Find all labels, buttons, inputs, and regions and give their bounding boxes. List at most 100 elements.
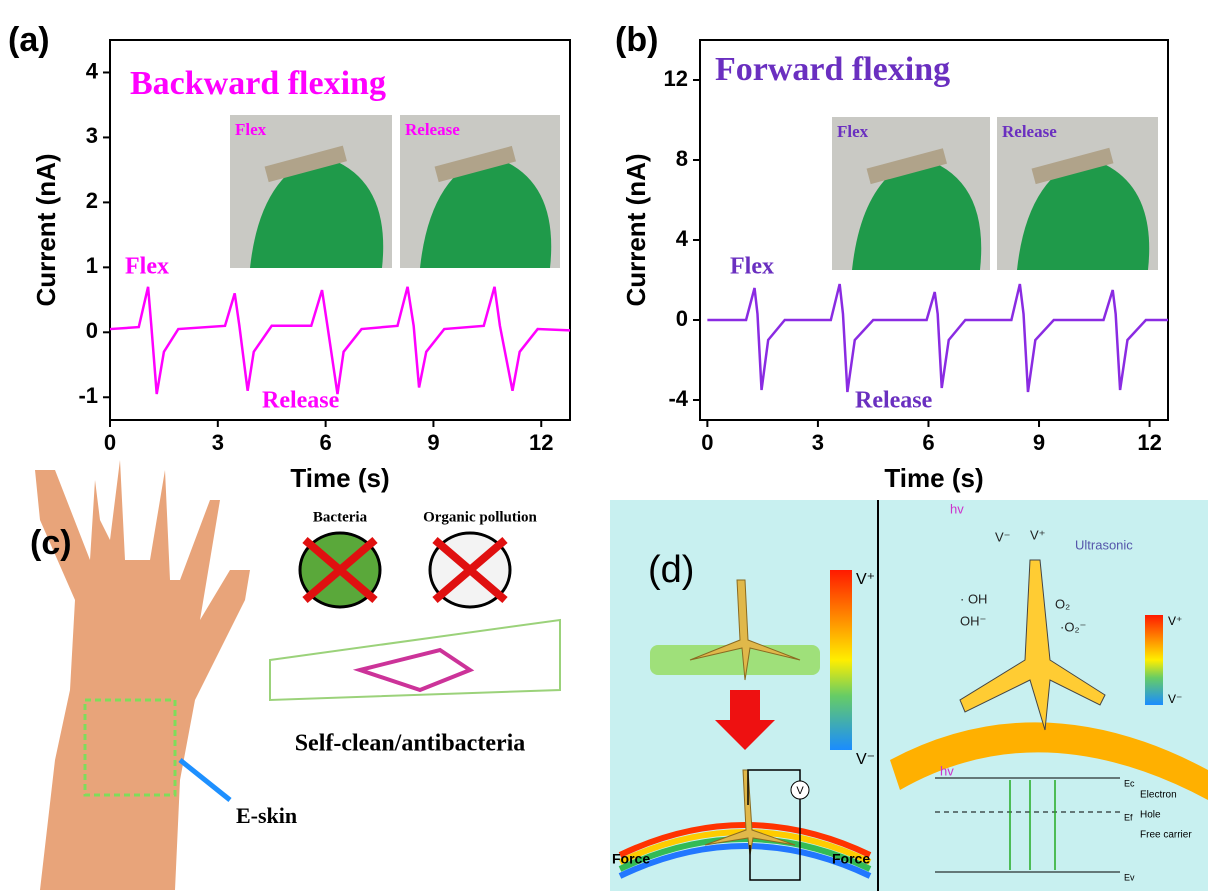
annotation: Release [262, 388, 340, 414]
glove [420, 155, 552, 268]
label: Bacteria [313, 509, 368, 525]
chart-title: Forward flexing [715, 51, 950, 88]
y-tick-label: 8 [676, 146, 688, 171]
device-strip [264, 145, 347, 183]
y-tick-label: 0 [86, 318, 98, 343]
panel-label: (a) [8, 21, 50, 59]
y-tick-label: -4 [668, 386, 688, 411]
x-tick-label: 3 [812, 430, 824, 455]
y-tick-label: 0 [676, 306, 688, 331]
colorbar-label: V⁺ [1168, 614, 1182, 628]
arrow [178, 758, 232, 802]
data-line [109, 286, 571, 395]
panel-label: (d) [648, 549, 694, 591]
device-strip [434, 145, 516, 183]
label: hv [940, 763, 954, 778]
x-axis-title: Time (s) [884, 463, 983, 493]
legend-label: Hole [1140, 810, 1161, 821]
glove [1017, 157, 1150, 270]
legend-label: Electron [1140, 790, 1177, 801]
down-arrow [715, 690, 775, 750]
colorbar-label: V⁺ [856, 571, 875, 588]
x-tick-label: 12 [1137, 430, 1161, 455]
x-tick-label: 6 [320, 430, 332, 455]
cross [302, 536, 508, 604]
chart-title: Backward flexing [130, 65, 386, 102]
x-tick-label: 6 [922, 430, 934, 455]
bent-film [618, 843, 872, 879]
plot-frame [109, 39, 571, 421]
transition [1009, 780, 1056, 870]
legend-label: Free carrier [1140, 830, 1192, 841]
x-tick-label: 9 [1033, 430, 1045, 455]
force-label: Force [832, 851, 870, 867]
y-tick-label: 4 [86, 58, 99, 83]
x-tick-label: 0 [701, 430, 713, 455]
y-tick-label: 2 [86, 188, 98, 213]
panel-label: (b) [615, 21, 658, 59]
label: V⁺ [1030, 527, 1046, 542]
y-tick-label: 4 [676, 226, 689, 251]
device-strip [1031, 147, 1114, 185]
mesh-highlight [352, 647, 475, 693]
glove [250, 155, 384, 268]
caption: Self-clean/antibacteria [295, 731, 526, 757]
label: O₂ [1055, 596, 1070, 611]
annotation: Release [855, 388, 933, 414]
tetrapod [704, 769, 796, 856]
y-tick-label: 12 [664, 66, 688, 91]
label: Ultrasonic [1075, 537, 1133, 552]
meter-label: V [796, 785, 804, 797]
y-tick-label: -1 [78, 383, 98, 408]
band-label: Ev [1124, 872, 1135, 882]
label: hv [950, 501, 964, 516]
y-axis-title: Current (nA) [31, 153, 61, 306]
label: V⁻ [995, 529, 1011, 544]
colorbar [830, 570, 852, 750]
label: · OH [960, 591, 987, 606]
colorbar-label: V⁻ [856, 751, 875, 768]
annotation: Flex [125, 254, 169, 280]
e-skin-mesh [83, 698, 177, 797]
y-axis-title: Current (nA) [621, 153, 651, 306]
x-tick-label: 0 [104, 430, 116, 455]
bent-film [618, 836, 872, 872]
x-tick-label: 3 [212, 430, 224, 455]
inset-label: Flex [235, 120, 267, 139]
y-tick-label: 3 [86, 123, 98, 148]
hex-mesh [269, 618, 561, 702]
hand [35, 460, 250, 890]
y-tick-label: 1 [86, 253, 98, 278]
tetrapod [689, 579, 801, 681]
colorbar-label: V⁻ [1168, 692, 1182, 706]
inset-label: Release [1002, 122, 1057, 141]
x-axis-title: Time (s) [290, 463, 389, 493]
label: Organic pollution [423, 509, 537, 525]
voltmeter [790, 780, 810, 800]
tetrapod [959, 559, 1106, 731]
label: OH⁻ [960, 613, 986, 628]
x-tick-label: 12 [529, 430, 553, 455]
plot-frame [699, 39, 1169, 421]
circuit [747, 769, 801, 881]
band-label: Ec [1124, 778, 1135, 788]
label: ·O₂⁻ [1060, 619, 1086, 634]
colorbar [1145, 615, 1163, 705]
panel-d [610, 500, 1208, 891]
band-label: Ef [1124, 812, 1133, 822]
label: E-skin [236, 803, 297, 828]
inset-label: Flex [837, 122, 869, 141]
data-line [707, 283, 1168, 393]
annotation: Flex [730, 254, 774, 280]
inset-label: Release [405, 120, 460, 139]
device-strip [866, 148, 948, 185]
bent-film [618, 822, 872, 858]
bent-film [890, 722, 1208, 800]
glove [852, 157, 982, 270]
panel-d-bg [610, 500, 1208, 891]
panel-label: (c) [30, 524, 72, 562]
x-tick-label: 9 [427, 430, 439, 455]
force-label: Force [612, 851, 650, 867]
panel-c [35, 460, 561, 890]
